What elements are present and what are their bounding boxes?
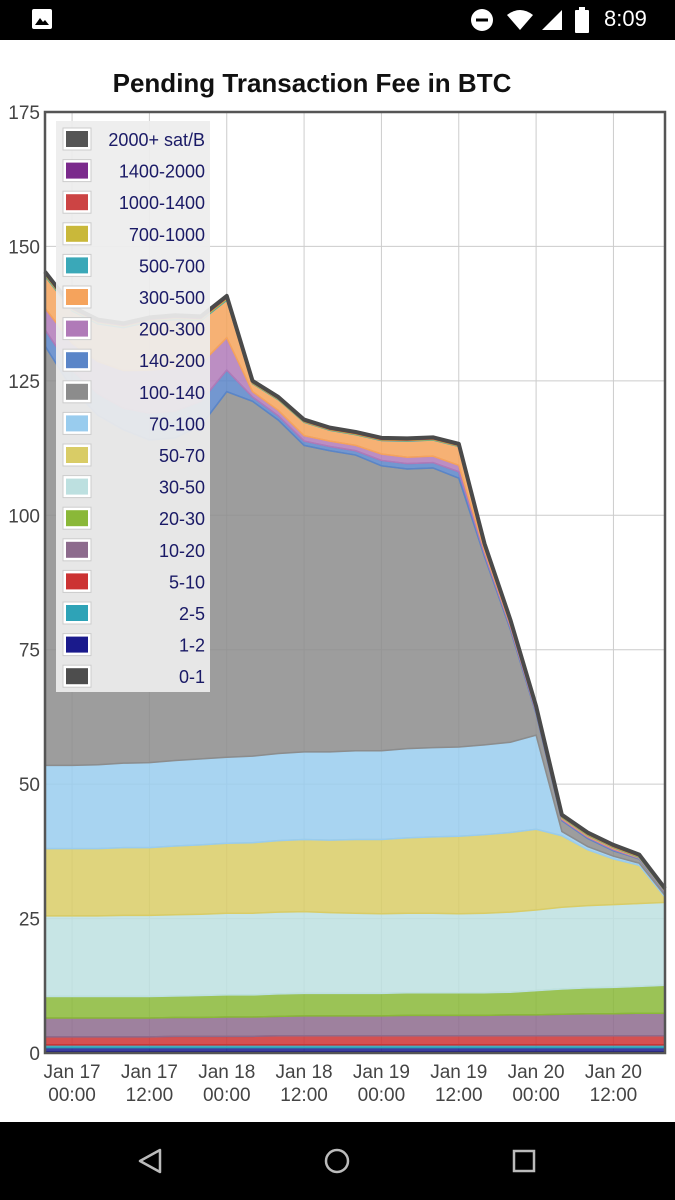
legend-label: 700-1000 (129, 225, 205, 245)
legend-item[interactable]: 0-1 (62, 664, 205, 688)
legend-label: 1400-2000 (119, 162, 205, 182)
area-series-30-50 (44, 901, 666, 998)
x-tick-label: Jan 19 00:00 (353, 1062, 410, 1106)
legend-label: 1-2 (179, 636, 205, 656)
y-axis: 0 25 50 75 100 125 150 175 (8, 103, 40, 1065)
legend-background (56, 121, 210, 692)
legend-label: 2000+ sat/B (108, 130, 205, 150)
x-tick-label: Jan 17 12:00 (121, 1062, 178, 1106)
legend-swatch (66, 320, 88, 337)
image-icon (32, 9, 52, 29)
legend-swatch (66, 225, 88, 242)
legend-swatch (66, 573, 88, 590)
navigation-bar (0, 1122, 675, 1200)
legend-label: 50-70 (159, 446, 205, 466)
legend-swatch (66, 383, 88, 400)
recents-icon[interactable] (510, 1147, 538, 1175)
legend-label: 0-1 (179, 667, 205, 687)
legend-item[interactable]: 300-500 (62, 285, 205, 309)
battery-icon (575, 7, 589, 33)
legend-swatch (66, 668, 88, 685)
legend-item[interactable]: 2-5 (62, 601, 205, 625)
legend-label: 5-10 (169, 572, 205, 592)
signal-icon (542, 10, 562, 30)
y-tick-label: 75 (19, 641, 40, 662)
legend-label: 1000-1400 (119, 193, 205, 213)
chart-area: Pending Transaction Fee in BTC 0 25 50 75 10… (0, 40, 675, 1122)
y-tick-label: 175 (8, 103, 40, 124)
legend-label: 30-50 (159, 478, 205, 498)
legend-swatch (66, 447, 88, 463)
y-tick-label: 0 (29, 1044, 40, 1065)
legend-item[interactable]: 1000-1400 (62, 190, 205, 214)
plot-frame (43, 110, 667, 1055)
legend-swatch (66, 636, 88, 653)
legend-swatch (66, 194, 88, 211)
legend-item[interactable]: 140-200 (62, 348, 205, 372)
legend-item[interactable]: 100-140 (62, 380, 205, 404)
legend-swatch (66, 478, 88, 495)
legend-label: 300-500 (139, 288, 205, 308)
status-bar: 8:09 (0, 0, 675, 40)
wifi-icon (507, 10, 533, 30)
legend-item[interactable]: 70-100 (62, 411, 205, 435)
legend-item[interactable]: 200-300 (62, 317, 205, 341)
do-not-disturb-icon (471, 9, 493, 31)
legend-item[interactable]: 1400-2000 (62, 159, 205, 183)
legend-swatch (66, 541, 88, 558)
home-icon[interactable] (323, 1147, 351, 1175)
legend-swatch (66, 605, 88, 621)
fee-area-chart: Pending Transaction Fee in BTC 0 25 50 75 10… (8, 68, 667, 1106)
legend-label: 20-30 (159, 509, 205, 529)
legend-swatch (66, 352, 88, 369)
legend-item[interactable]: 700-1000 (62, 222, 205, 246)
legend-label: 200-300 (139, 320, 205, 340)
legend-item[interactable]: 2000+ sat/B (62, 127, 205, 151)
legend-item[interactable]: 50-70 (62, 443, 205, 467)
legend-swatch (66, 289, 88, 305)
legend-item[interactable]: 30-50 (62, 475, 205, 499)
legend-item[interactable]: 500-700 (62, 253, 205, 277)
legend-label: 70-100 (149, 414, 205, 434)
chart-title: Pending Transaction Fee in BTC (113, 68, 512, 98)
legend-swatch (66, 257, 88, 274)
legend-label: 140-200 (139, 351, 205, 371)
x-tick-label: Jan 20 12:00 (585, 1062, 642, 1106)
legend-label: 100-140 (139, 383, 205, 403)
legend-item[interactable]: 20-30 (62, 506, 205, 530)
x-tick-label: Jan 20 00:00 (508, 1062, 565, 1106)
legend-label: 500-700 (139, 256, 205, 276)
legend-item[interactable]: 1-2 (62, 633, 205, 657)
legend-swatch (66, 162, 88, 179)
back-icon[interactable] (136, 1147, 164, 1175)
legend-item[interactable]: 5-10 (62, 569, 205, 593)
x-axis: Jan 17 00:00 Jan 17 12:00 Jan 18 00:00 Jan 18 1… (44, 1062, 642, 1106)
y-tick-label: 125 (8, 372, 40, 393)
legend-swatch (66, 131, 88, 147)
x-tick-label: Jan 18 00:00 (198, 1062, 255, 1106)
chart-legend[interactable]: 2000+ sat/B 1400-2000 1000-1400 700-1000 500… (56, 121, 210, 692)
y-tick-label: 25 (19, 910, 40, 931)
legend-swatch (66, 510, 88, 527)
legend-item[interactable]: 10-20 (62, 538, 205, 562)
x-tick-label: Jan 19 12:00 (430, 1062, 487, 1106)
legend-label: 10-20 (159, 541, 205, 561)
y-tick-label: 50 (19, 775, 40, 796)
y-tick-label: 100 (8, 506, 40, 527)
y-tick-label: 150 (8, 237, 40, 258)
status-clock: 8:09 (604, 6, 647, 31)
legend-swatch (66, 415, 88, 432)
x-tick-label: Jan 17 00:00 (44, 1062, 101, 1106)
x-tick-label: Jan 18 12:00 (276, 1062, 333, 1106)
legend-label: 2-5 (179, 604, 205, 624)
